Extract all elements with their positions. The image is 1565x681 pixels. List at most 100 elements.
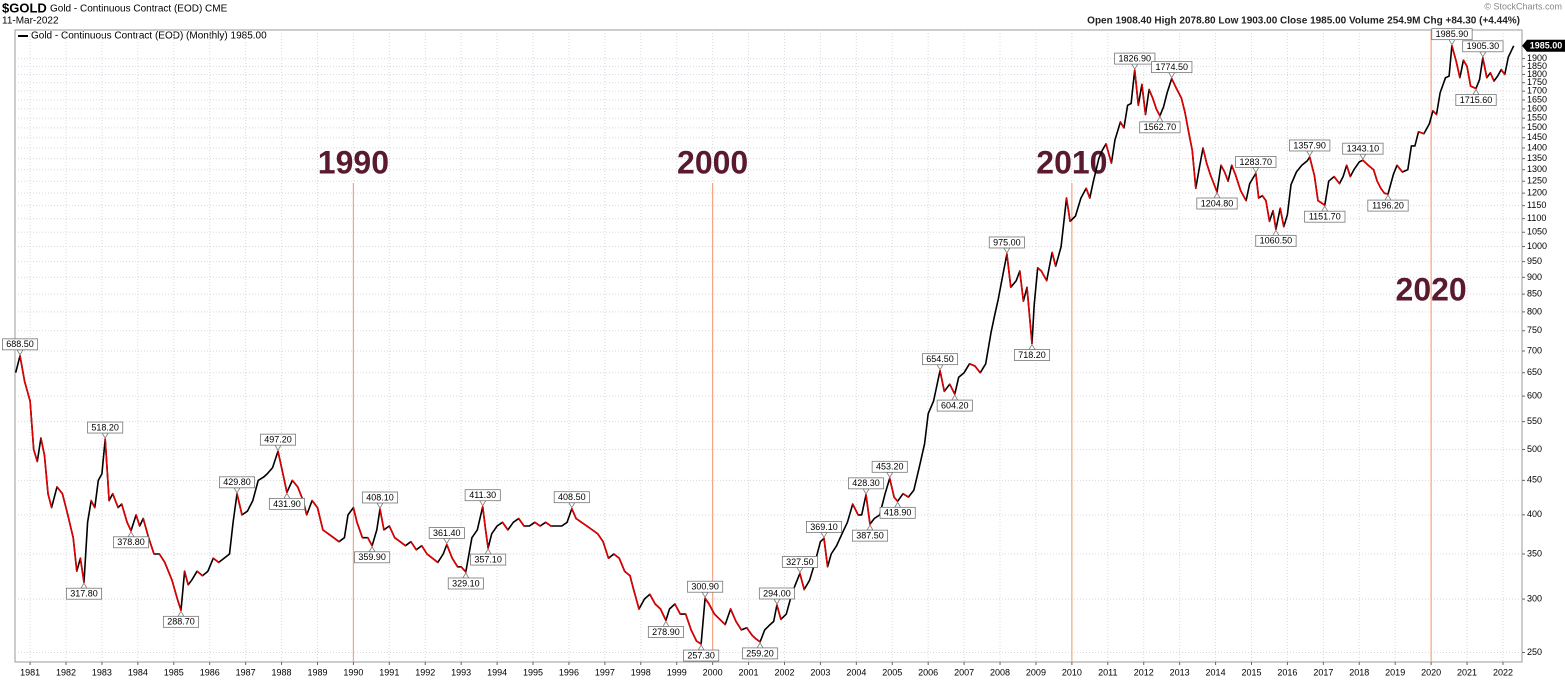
callout-box xyxy=(162,615,199,628)
down-segment xyxy=(799,572,806,591)
down-segment xyxy=(1148,88,1154,99)
down-segment xyxy=(1372,168,1379,183)
y-tick-label: 1850 xyxy=(1527,61,1547,71)
x-tick-label: 1993 xyxy=(451,667,471,677)
y-tick-label: 1550 xyxy=(1527,113,1547,123)
y-tick-label: 1600 xyxy=(1527,103,1547,113)
down-segment xyxy=(1212,182,1218,193)
callout-label: 1562.70 xyxy=(1144,122,1177,132)
down-segment xyxy=(974,365,982,374)
down-segment xyxy=(1191,149,1197,190)
down-segment xyxy=(61,492,69,516)
down-segment xyxy=(888,477,895,498)
x-tick-label: 2017 xyxy=(1313,667,1333,677)
x-tick-label: 1990 xyxy=(343,667,363,677)
callout-label: 288.70 xyxy=(167,617,195,627)
y-tick-label: 1900 xyxy=(1527,53,1547,63)
callout-box xyxy=(361,491,398,504)
down-segment xyxy=(1345,164,1352,178)
x-tick-label: 2007 xyxy=(954,667,974,677)
down-segment xyxy=(629,574,635,591)
down-segment xyxy=(1085,187,1091,199)
down-segment xyxy=(1482,56,1488,79)
down-segment xyxy=(654,603,662,610)
callout-label: 357.10 xyxy=(474,554,502,564)
y-tick-label: 1100 xyxy=(1527,213,1546,223)
down-segment xyxy=(1396,164,1404,173)
down-segment xyxy=(735,620,743,631)
down-segment xyxy=(120,503,128,524)
y-tick-label: 300 xyxy=(1527,593,1542,603)
down-segment xyxy=(1119,121,1125,129)
down-segment xyxy=(1051,251,1057,268)
y-tick-label: 600 xyxy=(1527,391,1542,401)
down-segment xyxy=(591,529,599,535)
down-segment xyxy=(460,565,467,573)
callout-box xyxy=(742,647,779,660)
down-segment xyxy=(420,544,428,555)
callout-box xyxy=(1304,210,1346,223)
x-tick-label: 2008 xyxy=(990,667,1010,677)
down-segment xyxy=(708,603,716,615)
down-segment xyxy=(171,579,179,600)
y-tick-label: 1150 xyxy=(1527,200,1546,210)
y-tick-label: 1450 xyxy=(1527,132,1547,142)
down-segment xyxy=(1230,164,1237,176)
callout-box xyxy=(1342,142,1384,155)
callout-label: 300.90 xyxy=(691,582,719,592)
callout-label: 1060.50 xyxy=(1260,236,1293,246)
x-tick-label: 1997 xyxy=(595,667,615,677)
callout-label: 408.10 xyxy=(366,492,394,502)
down-segment xyxy=(1462,59,1468,68)
callout-box xyxy=(87,421,124,434)
x-tick-label: 1982 xyxy=(56,667,76,677)
callout-label: 1985.90 xyxy=(1436,29,1469,39)
callout-box xyxy=(354,551,391,564)
down-segment xyxy=(426,553,434,559)
down-segment xyxy=(695,640,702,645)
down-segment xyxy=(322,529,330,535)
down-segment xyxy=(1209,173,1215,185)
down-segment xyxy=(1234,173,1242,192)
down-segment xyxy=(1202,147,1208,164)
down-segment xyxy=(776,604,782,621)
y-tick-label: 850 xyxy=(1527,289,1542,299)
down-segment xyxy=(451,557,459,568)
down-segment xyxy=(1362,159,1370,167)
down-segment xyxy=(327,532,335,539)
down-segment xyxy=(1279,207,1285,228)
x-tick-label: 2016 xyxy=(1277,667,1297,677)
callout-label: 1774.50 xyxy=(1155,62,1188,72)
last-price-label: 1985.00 xyxy=(1530,41,1563,51)
credit: © StockCharts.com xyxy=(1484,1,1562,11)
callout-label: 497.20 xyxy=(264,435,292,445)
y-tick-label: 350 xyxy=(1527,548,1542,558)
y-tick-label: 450 xyxy=(1527,475,1542,485)
down-segment xyxy=(648,593,656,605)
down-segment xyxy=(1489,72,1495,82)
callout-label: 1283.70 xyxy=(1240,157,1273,167)
down-segment xyxy=(1175,86,1183,99)
down-segment xyxy=(1376,180,1382,190)
x-tick-label: 1987 xyxy=(236,667,256,677)
down-segment xyxy=(111,492,119,509)
down-segment xyxy=(484,529,489,549)
down-segment xyxy=(674,603,682,615)
down-segment xyxy=(1133,69,1140,107)
down-segment xyxy=(388,525,396,539)
down-segment xyxy=(623,570,631,577)
callout-box xyxy=(936,399,973,412)
down-segment xyxy=(352,506,358,524)
down-segment xyxy=(126,521,132,532)
y-tick-label: 1350 xyxy=(1527,153,1547,163)
down-segment xyxy=(690,629,698,642)
down-segment xyxy=(291,479,299,488)
callout-box xyxy=(871,460,908,473)
x-tick-label: 2000 xyxy=(703,667,723,677)
down-segment xyxy=(968,363,976,367)
down-segment xyxy=(147,536,155,555)
down-segment xyxy=(1040,270,1048,282)
down-segment xyxy=(1180,97,1186,114)
callout-label: 294.00 xyxy=(763,588,791,598)
callout-label: 329.10 xyxy=(452,578,480,588)
